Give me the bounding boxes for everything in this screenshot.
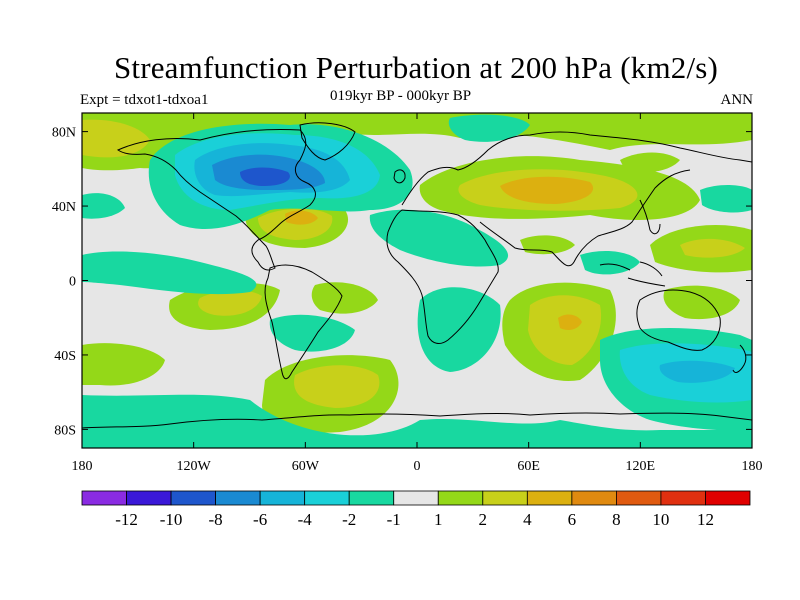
arctic-west-yellow — [82, 119, 150, 158]
maritime-continent-low — [580, 250, 640, 275]
colorbar-swatch — [393, 490, 439, 506]
coastlines — [82, 122, 752, 429]
x-tick-label: 180 — [742, 459, 763, 474]
colorbar-label: 12 — [697, 510, 714, 529]
colorbar-label: -6 — [253, 510, 267, 529]
coastline-antarctica — [82, 412, 752, 429]
colorbar-label: 6 — [568, 510, 577, 529]
coastline-south-asia — [479, 169, 691, 267]
x-tick-label: 120W — [177, 459, 212, 474]
experiment-label: Expt = tdxot1-tdxoa1 — [80, 92, 209, 108]
contour-fills — [82, 113, 752, 448]
coastline-africa — [386, 209, 499, 344]
north-pacific-low — [448, 114, 530, 142]
colorbar-label: -12 — [115, 510, 138, 529]
colorbar-swatch — [616, 490, 662, 506]
colorbar-swatch — [437, 490, 484, 506]
south-asia-patch — [520, 235, 575, 255]
colorbar-label: 4 — [523, 510, 532, 529]
chart-title: Streamfunction Perturbation at 200 hPa (… — [113, 50, 719, 85]
x-tick-label: 0 — [414, 459, 421, 474]
x-tick-label: 180 — [72, 459, 93, 474]
y-tick-label: 80S — [54, 423, 76, 438]
coastline-europe — [401, 131, 752, 206]
colorbar: -12 -10 -8 -6 -4 -2 -1 1 2 4 6 8 10 12 — [81, 490, 751, 529]
y-axis: 80N 40N 0 40S 80S — [52, 126, 752, 438]
south-america-low — [269, 314, 355, 352]
colorbar-label: 10 — [652, 510, 669, 529]
colorbar-swatch — [259, 490, 306, 506]
colorbar-swatch — [482, 490, 528, 506]
coastline-new-zealand — [732, 344, 747, 373]
coastline-greenland — [299, 122, 356, 161]
north-america-low-core — [240, 167, 290, 186]
coastline-indonesia — [599, 261, 666, 287]
coastline-north-america — [116, 128, 316, 271]
west-pacific-low-b — [700, 185, 752, 213]
southern-ocean-east-low-core — [659, 360, 735, 383]
colorbar-label: -4 — [298, 510, 313, 529]
coastline-japan — [639, 199, 661, 235]
nw-pacific-patch — [620, 152, 680, 173]
east-asia-high-core — [680, 238, 745, 258]
y-tick-label: 40S — [54, 349, 76, 364]
colorbar-swatch — [81, 490, 127, 506]
south-atlantic-subtropical — [311, 282, 378, 314]
antarctic-band — [82, 394, 752, 448]
west-pacific-low-a — [82, 193, 125, 219]
colorbar-label: -10 — [160, 510, 183, 529]
colorbar-swatch — [705, 490, 751, 506]
colorbar-swatch — [215, 490, 261, 506]
coastline-australia — [636, 289, 721, 351]
colorbar-label: -8 — [209, 510, 223, 529]
colorbar-swatch — [170, 490, 216, 506]
x-tick-label: 60W — [292, 459, 320, 474]
chart-subtitle: 019kyr BP - 000kyr BP — [330, 88, 472, 104]
colorbar-swatch — [571, 490, 617, 506]
x-axis: 180 120W 60W 0 60E 120E 180 — [72, 113, 763, 474]
x-tick-label: 60E — [517, 459, 540, 474]
colorbar-label: 8 — [612, 510, 621, 529]
indian-ocean-high-mid — [528, 295, 602, 365]
coastline-british-isles — [393, 169, 406, 184]
y-tick-label: 40N — [52, 200, 76, 215]
colorbar-swatch — [304, 490, 350, 506]
colorbar-swatch — [348, 490, 395, 506]
south-pacific-high-core — [198, 290, 262, 316]
x-tick-label: 120E — [626, 459, 656, 474]
indian-ocean-high-core — [558, 314, 582, 330]
colorbar-label: 2 — [479, 510, 488, 529]
colorbar-label: -2 — [342, 510, 356, 529]
colorbar-swatch — [126, 490, 172, 506]
colorbar-label: 1 — [434, 510, 443, 529]
season-label: ANN — [720, 92, 754, 108]
y-tick-label: 0 — [69, 275, 76, 290]
colorbar-swatch — [526, 490, 573, 506]
y-tick-label: 80N — [52, 126, 76, 141]
south-atlantic-high-mid — [294, 365, 380, 408]
coastline-south-america — [264, 264, 343, 380]
negative-regions — [82, 114, 752, 448]
colorbar-swatch — [660, 490, 706, 506]
southern-pacific-band — [82, 343, 165, 386]
australia-region-high — [663, 285, 740, 320]
tropical-atlantic-low — [369, 209, 509, 267]
colorbar-label: -1 — [387, 510, 401, 529]
central-asia-high-core — [500, 176, 594, 204]
tropical-east-pacific-low — [82, 251, 257, 295]
